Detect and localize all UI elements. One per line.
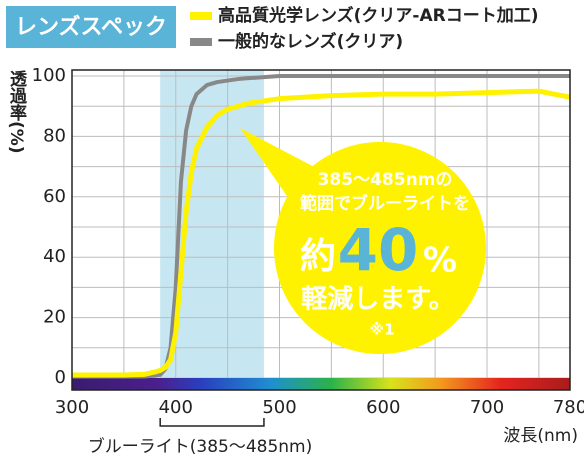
legend-swatch <box>190 12 212 20</box>
legend-label: 一般的なレンズ(クリア) <box>218 31 403 52</box>
callout-text: 385～485nmの <box>318 170 453 190</box>
y-tick-label: 20 <box>43 307 66 328</box>
highlight-label: ブルーライト(385～485nm) <box>88 436 313 457</box>
y-tick-label: 0 <box>55 367 66 388</box>
y-tick-label: 40 <box>43 246 66 267</box>
series-line <box>72 88 571 378</box>
callout-text: 範囲でブルーライトを <box>300 193 470 214</box>
callout-suffix: 軽減します。 <box>301 284 454 315</box>
x-axis-label: 波長(nm) <box>503 426 578 446</box>
chart-title: レンズスペック <box>15 14 167 40</box>
y-tick-label: 80 <box>43 125 66 146</box>
x-tick-label: 780 <box>553 397 584 418</box>
spectrum-bar <box>72 378 570 390</box>
plot-frame <box>71 69 571 391</box>
callout-bubble <box>274 142 486 354</box>
x-tick-label: 500 <box>262 397 296 418</box>
y-axis-label: 透過率(%) <box>6 70 26 154</box>
x-tick-label: 300 <box>55 397 89 418</box>
legend-label: 高品質光学レンズ(クリア-ARコート加工) <box>218 5 539 26</box>
series-line <box>72 74 570 379</box>
callout-unit: % <box>423 241 457 281</box>
bracket <box>159 418 265 427</box>
x-tick-label: 400 <box>159 397 193 418</box>
y-tick-label: 100 <box>32 65 66 86</box>
x-tick-label: 600 <box>366 397 400 418</box>
callout-number: 40 <box>338 216 419 284</box>
callout-prefix: 約 <box>300 236 336 277</box>
x-tick-label: 700 <box>470 397 504 418</box>
legend-swatch <box>190 38 212 46</box>
y-tick-label: 60 <box>43 186 66 207</box>
title-box <box>6 6 176 48</box>
callout-note: ※1 <box>369 321 394 339</box>
